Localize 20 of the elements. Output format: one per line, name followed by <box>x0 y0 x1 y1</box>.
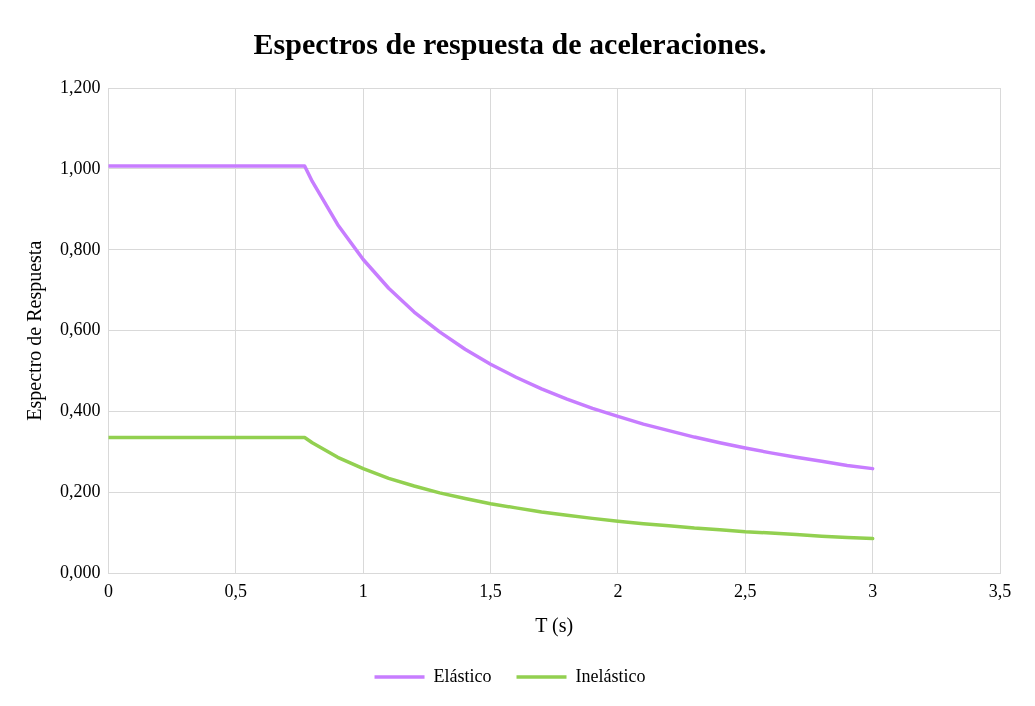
x-tick-label: 3,5 <box>988 580 1012 601</box>
x-axis-title: T (s) <box>535 614 574 638</box>
x-tick-label: 0,5 <box>224 580 248 601</box>
y-axis-title: Espectro de Respuesta <box>23 240 47 421</box>
x-tick-label: 2,5 <box>734 580 757 601</box>
x-tick-label: 0 <box>104 580 113 601</box>
x-tick-label: 2 <box>613 580 623 601</box>
legend-label: Inelástico <box>575 665 646 686</box>
y-tick-label: 0,800 <box>60 238 101 259</box>
y-tick-label: 0,000 <box>60 562 101 583</box>
y-tick-label: 1,000 <box>60 157 101 178</box>
x-tick-label: 1,5 <box>479 580 502 601</box>
chart-title: Espectros de respuesta de aceleraciones. <box>253 26 767 60</box>
y-tick-label: 0,600 <box>60 319 101 340</box>
y-tick-label: 1,200 <box>60 76 101 97</box>
y-tick-label: 0,400 <box>60 400 101 421</box>
x-tick-label: 1 <box>358 580 368 601</box>
y-tick-label: 0,200 <box>60 481 101 502</box>
x-tick-label: 3 <box>868 580 878 601</box>
legend-label: Elástico <box>433 665 492 686</box>
